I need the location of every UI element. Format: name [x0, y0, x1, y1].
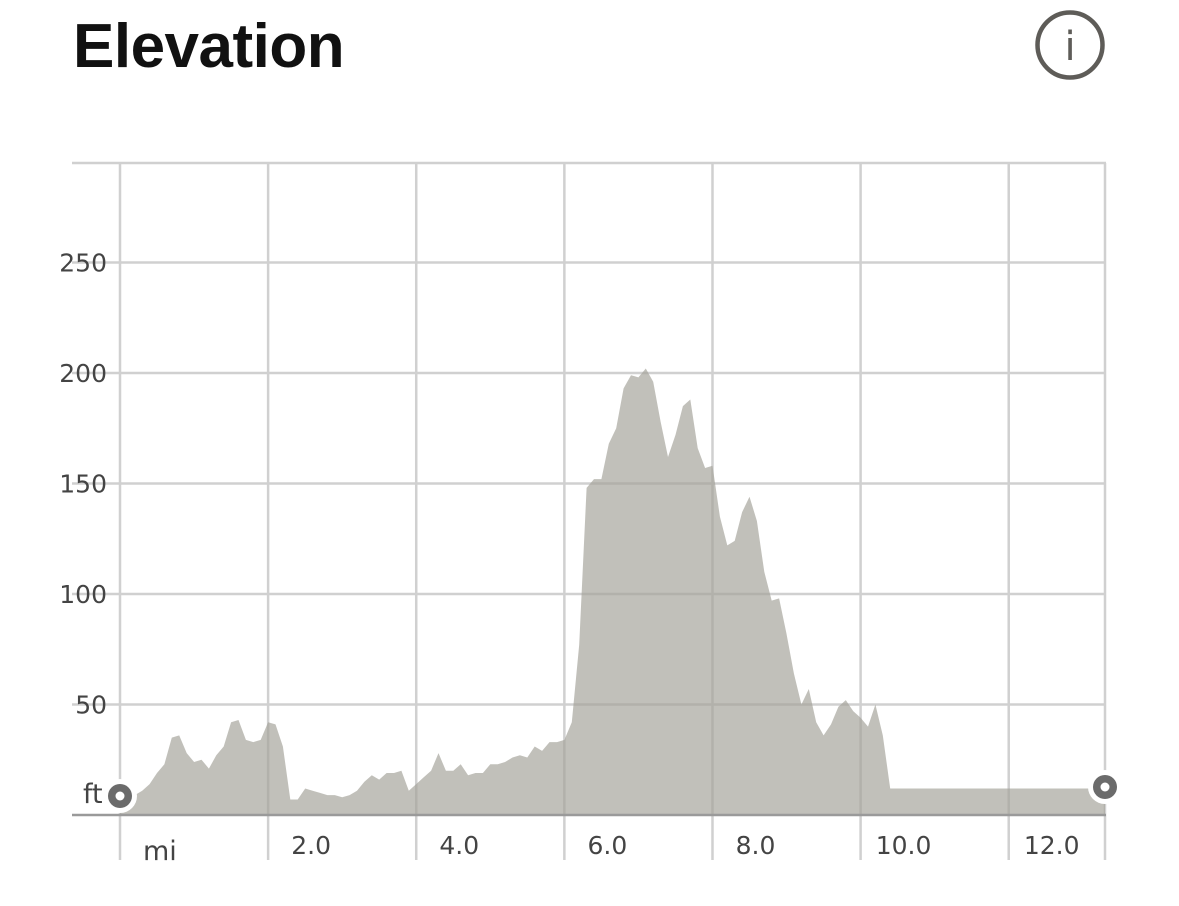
x-tick-label: 4.0	[439, 831, 479, 860]
info-icon-glyph: i	[1064, 24, 1075, 70]
info-button[interactable]: i	[1034, 9, 1106, 81]
info-icon-ring	[1035, 10, 1105, 80]
info-icon: i	[1035, 10, 1105, 80]
y-unit-label: ft	[83, 779, 103, 810]
x-unit-label: mi	[143, 836, 177, 867]
route-markers	[103, 770, 1122, 813]
elevation-area	[120, 368, 1105, 815]
y-tick-label: 150	[59, 469, 107, 498]
x-tick-label: 2.0	[291, 831, 331, 860]
x-tick-label: 8.0	[736, 831, 776, 860]
x-tick-label: 6.0	[587, 831, 627, 860]
start-marker-center	[115, 791, 125, 801]
page-title: Elevation	[73, 12, 345, 81]
end-marker-center	[1100, 782, 1110, 792]
y-tick-label: 250	[59, 248, 107, 277]
axes: 50 100 150 200 250 2.0 4.0 6.0 8.0 10.0 12.0	[59, 248, 1106, 860]
x-tick-label: 10.0	[876, 831, 932, 860]
x-tick-label: 12.0	[1024, 831, 1080, 860]
y-tick-label: 50	[75, 690, 107, 719]
y-tick-label: 200	[59, 359, 107, 388]
y-tick-label: 100	[59, 580, 107, 609]
